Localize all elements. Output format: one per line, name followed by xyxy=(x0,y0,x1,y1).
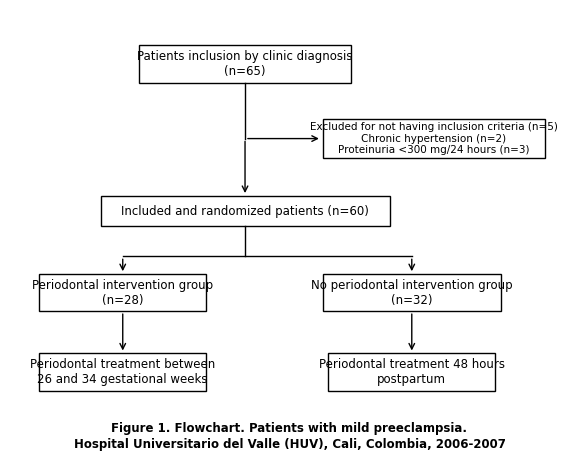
FancyBboxPatch shape xyxy=(140,44,351,83)
Text: Excluded for not having inclusion criteria (n=5)
Chronic hypertension (n=2)
Prot: Excluded for not having inclusion criter… xyxy=(310,122,558,155)
Text: Periodontal treatment between
26 and 34 gestational weeks: Periodontal treatment between 26 and 34 … xyxy=(30,358,215,386)
FancyBboxPatch shape xyxy=(39,354,206,390)
Text: Included and randomized patients (n=60): Included and randomized patients (n=60) xyxy=(121,204,369,218)
FancyBboxPatch shape xyxy=(323,119,545,158)
FancyBboxPatch shape xyxy=(323,274,501,311)
FancyBboxPatch shape xyxy=(328,354,495,390)
FancyBboxPatch shape xyxy=(39,274,206,311)
Text: No periodontal intervention group
(n=32): No periodontal intervention group (n=32) xyxy=(311,278,512,307)
FancyBboxPatch shape xyxy=(101,196,390,227)
Text: Periodontal treatment 48 hours
postpartum: Periodontal treatment 48 hours postpartu… xyxy=(319,358,505,386)
Text: Periodontal intervention group
(n=28): Periodontal intervention group (n=28) xyxy=(32,278,213,307)
Text: Hospital Universitario del Valle (HUV), Cali, Colombia, 2006-2007: Hospital Universitario del Valle (HUV), … xyxy=(74,438,505,451)
Text: Figure 1. Flowchart. Patients with mild preeclampsia.: Figure 1. Flowchart. Patients with mild … xyxy=(112,422,467,435)
Text: Patients inclusion by clinic diagnosis
(n=65): Patients inclusion by clinic diagnosis (… xyxy=(137,50,353,78)
